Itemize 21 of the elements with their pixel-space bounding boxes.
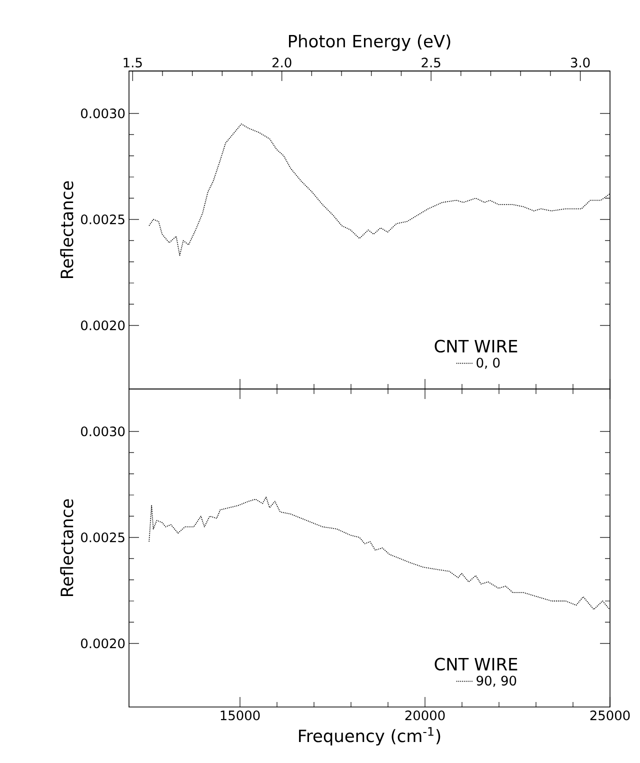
x2-axis-title: Photon Energy (eV) xyxy=(288,34,450,51)
x-tick-label: 15000 xyxy=(220,710,260,720)
x-tick-label: 25000 xyxy=(590,710,630,720)
y-axis-title: Reflectance xyxy=(60,181,74,278)
x2-tick-label: 3.0 xyxy=(570,58,590,68)
y-tick-label: 0.0025 xyxy=(81,532,124,542)
y-tick-label: 0.0020 xyxy=(81,320,125,330)
x2-tick-label: 1.5 xyxy=(124,58,142,68)
y-tick-label: 0.0020 xyxy=(81,638,125,648)
x2-tick-label: 2.5 xyxy=(422,58,440,68)
x-axis-title: Frequency (cm$^{-1}$) xyxy=(299,727,440,746)
legend-title: CNT WIRE xyxy=(434,340,518,353)
x-tick-label: 20000 xyxy=(405,710,445,720)
y-tick-label: 0.0025 xyxy=(81,214,124,224)
y-tick-label: 0.0030 xyxy=(81,108,125,118)
legend-title: CNT WIRE xyxy=(434,658,518,671)
legend-label: 90, 90 xyxy=(476,676,516,687)
legend-label: 0, 0 xyxy=(476,358,500,369)
y-tick-label: 0.0030 xyxy=(81,426,125,436)
y-axis-title: Reflectance xyxy=(60,499,74,596)
x2-tick-label: 2.0 xyxy=(272,58,292,68)
